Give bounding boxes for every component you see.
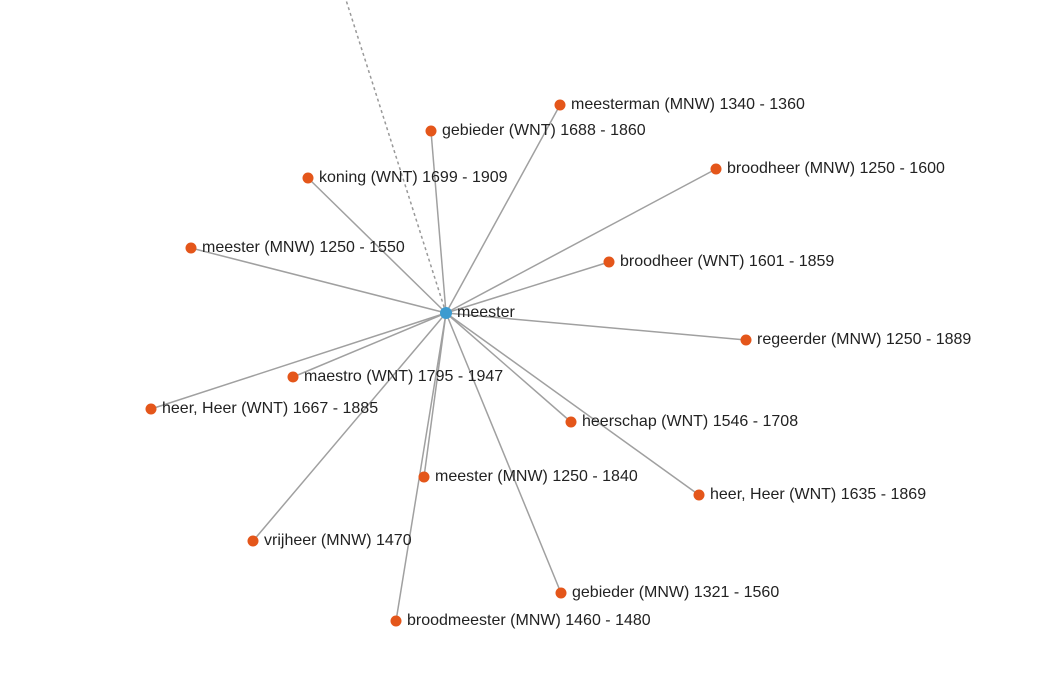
node-dot: [554, 99, 566, 111]
node-label: heerschap (WNT) 1546 - 1708: [582, 413, 798, 430]
edge: [445, 261, 610, 314]
node-label: heer, Heer (WNT) 1667 - 1885: [162, 400, 378, 417]
dashed-edge: [345, 0, 447, 314]
node-label: gebieder (WNT) 1688 - 1860: [442, 122, 646, 139]
node-label: vrijheer (MNW) 1470: [264, 532, 412, 549]
center-node: meester: [440, 304, 515, 321]
edge: [150, 312, 447, 410]
edge: [445, 312, 700, 496]
center-label: meester: [457, 304, 515, 321]
node-label: broodmeester (MNW) 1460 - 1480: [407, 612, 651, 629]
edge: [252, 312, 447, 542]
node: meester (MNW) 1250 - 1550: [185, 239, 405, 256]
node-dot: [185, 242, 197, 254]
node-dot: [425, 125, 437, 137]
node: gebieder (MNW) 1321 - 1560: [555, 584, 779, 601]
node-label: meesterman (MNW) 1340 - 1360: [571, 96, 805, 113]
node-label: regeerder (MNW) 1250 - 1889: [757, 331, 971, 348]
node-label: gebieder (MNW) 1321 - 1560: [572, 584, 779, 601]
edge: [445, 312, 747, 341]
node: maestro (WNT) 1795 - 1947: [287, 368, 503, 385]
node-label: broodheer (WNT) 1601 - 1859: [620, 253, 834, 270]
node-dot: [740, 334, 752, 346]
edge: [445, 312, 572, 423]
node-dot: [145, 403, 157, 415]
node-label: heer, Heer (WNT) 1635 - 1869: [710, 486, 926, 503]
edge: [307, 177, 447, 314]
node: koning (WNT) 1699 - 1909: [302, 169, 508, 186]
node: regeerder (MNW) 1250 - 1889: [740, 331, 971, 348]
node-dot: [710, 163, 722, 175]
node-dot: [287, 371, 299, 383]
node-dot: [247, 535, 259, 547]
node-dot: [302, 172, 314, 184]
edge: [445, 104, 561, 314]
nodes: meesterman (MNW) 1340 - 1360 gebieder (WN…: [145, 96, 971, 629]
node-dot: [565, 416, 577, 428]
node-label: koning (WNT) 1699 - 1909: [319, 169, 508, 186]
node-label: maestro (WNT) 1795 - 1947: [304, 368, 503, 385]
node-label: meester (MNW) 1250 - 1840: [435, 468, 638, 485]
node-dot: [693, 489, 705, 501]
center-dot: [440, 307, 452, 319]
edge: [190, 247, 447, 314]
node: heer, Heer (WNT) 1635 - 1869: [693, 486, 926, 503]
node-label: meester (MNW) 1250 - 1550: [202, 239, 405, 256]
node-dot: [390, 615, 402, 627]
node-dot: [555, 587, 567, 599]
edge: [423, 312, 447, 478]
node: broodheer (MNW) 1250 - 1600: [710, 160, 945, 177]
edges: [150, 104, 747, 622]
edge: [292, 312, 447, 378]
edge: [430, 130, 447, 314]
node: broodmeester (MNW) 1460 - 1480: [390, 612, 651, 629]
edge: [445, 312, 562, 594]
node: vrijheer (MNW) 1470: [247, 532, 412, 549]
edge: [395, 312, 447, 622]
node: meester (MNW) 1250 - 1840: [418, 468, 638, 485]
node-dot: [418, 471, 430, 483]
node: gebieder (WNT) 1688 - 1860: [425, 122, 646, 139]
node: heerschap (WNT) 1546 - 1708: [565, 413, 798, 430]
node: meesterman (MNW) 1340 - 1360: [554, 96, 805, 113]
node: heer, Heer (WNT) 1667 - 1885: [145, 400, 378, 417]
node: broodheer (WNT) 1601 - 1859: [603, 253, 834, 270]
edge: [445, 168, 717, 314]
node-dot: [603, 256, 615, 268]
node-label: broodheer (MNW) 1250 - 1600: [727, 160, 945, 177]
